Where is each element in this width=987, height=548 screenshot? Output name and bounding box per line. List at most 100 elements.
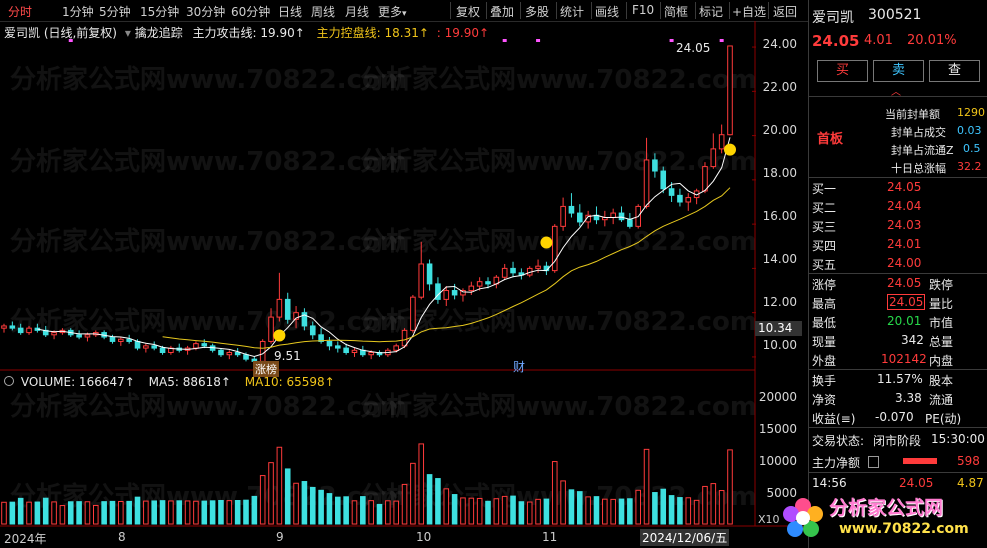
list-icon[interactable] [868,456,879,468]
volume-bar [426,474,433,525]
draw-line-button[interactable]: 画线 [595,5,620,19]
ma5-value: MA5: 88618↑ [148,375,231,389]
tab-fenshi[interactable]: 分时 [8,5,33,19]
volume-bar [17,497,24,525]
dropdown-triangle-icon[interactable]: ▾ [124,26,131,40]
date-label: 2024年 [4,532,47,546]
volume-bar [451,494,458,525]
kline-panel[interactable]: 分析家公式网www.70822.com 分析家公式网www.70822.com … [0,21,808,548]
volume-bar [627,498,633,525]
candle-body [652,159,658,172]
quote-label: 内盘 [929,354,954,368]
board-item: 当前封单额 1290 [809,104,987,123]
add-watchlist-button[interactable]: +自选 [732,5,767,19]
watermark: 分析家公式网www.70822.com [10,65,407,95]
bid-row[interactable]: 买三 24.03 [809,216,987,235]
f10-button[interactable]: F10 [632,3,655,17]
multi-stock-button[interactable]: 多股 [525,5,550,19]
sell-button[interactable]: 卖 [873,60,924,82]
quote-value: 24.05 [887,276,922,290]
settings-circle-icon[interactable] [4,376,14,386]
volume-bar [67,501,74,525]
volume-unit: X10 [758,513,780,526]
finance-marker[interactable]: 财 [513,360,526,374]
tab-1min[interactable]: 1分钟 [62,5,94,19]
watermark: 分析家公式网www.70822.com [10,227,407,257]
volume-bar [42,497,49,525]
volume-bar [560,480,566,525]
tab-daily[interactable]: 日线 [278,5,303,19]
ma20-line [162,187,731,349]
chevron-up-icon[interactable]: ︿ [891,87,901,98]
divider [809,427,987,428]
volume-bar [234,499,241,525]
tab-more[interactable]: 更多▾ [378,3,407,20]
volume-bar [393,500,400,525]
back-button[interactable]: 返回 [773,5,798,19]
logo-text: 分析家公式网 [829,497,944,519]
bid-row[interactable]: 买一 24.05 [809,178,987,197]
fuquan-button[interactable]: 复权 [456,5,481,19]
tab-60min[interactable]: 60分钟 [231,5,271,19]
tab-weekly[interactable]: 周线 [311,5,336,19]
fund-label: 净资 [812,393,837,407]
divider [695,2,696,19]
zhangbang-tag[interactable]: 涨榜 [253,361,279,377]
signal-marker [502,39,507,42]
volume-bar [685,497,692,525]
volume-bar [677,497,683,525]
candle-body [1,325,7,329]
divider [809,369,987,370]
logo-url: www.70822.com [839,521,969,537]
price-change-pct: 20.01% [907,33,957,48]
candle-body [610,212,616,218]
volume-bar [276,446,283,525]
volume-bar [343,496,349,525]
candle-body [643,159,650,207]
bid-row[interactable]: 买四 24.01 [809,235,987,254]
volume-bar [376,503,383,525]
mark-button[interactable]: 标记 [699,5,724,19]
volume-bar [76,501,82,525]
volume-bar [251,495,258,525]
tab-15min[interactable]: 15分钟 [140,5,180,19]
statistics-button[interactable]: 统计 [560,5,585,19]
volume-bar [84,501,91,525]
buy-button[interactable]: 买 [817,60,868,82]
indicator-name: 擒龙追踪 [134,26,183,40]
tab-5min[interactable]: 5分钟 [99,5,131,19]
volume-bar [385,500,391,525]
quote-label: 总量 [929,335,954,349]
status-label: 交易状态: [812,434,865,448]
candle-body [84,334,91,338]
board-item-label: 当前封单额 [885,108,940,121]
bid-label: 买一 [812,182,837,196]
candle-body [234,352,241,356]
quote-label: 现量 [812,335,837,349]
query-button[interactable]: 查 [929,60,980,82]
fundamental-row: 净资 3.38 流通 [809,389,987,408]
volume-bar [401,483,408,525]
board-item-value: 0.03 [957,124,982,137]
tab-monthly[interactable]: 月线 [345,5,370,19]
volume-bar [668,495,675,525]
divider [768,2,769,19]
candle-body [326,340,333,347]
net-flow-row[interactable]: 主力净额 598 [809,452,987,471]
net-flow-label: 主力净额 [812,456,861,470]
board-item-value: 32.2 [957,160,982,173]
price-tick: 18.00 [762,166,797,180]
candle-body [218,349,224,356]
tab-30min[interactable]: 30分钟 [186,5,226,19]
bid-row[interactable]: 买二 24.04 [809,197,987,216]
overlay-button[interactable]: 叠加 [490,5,515,19]
quote-row: 涨停 24.05 跌停 [809,274,987,293]
bid-row[interactable]: 买五 24.00 [809,254,987,273]
candle-body [568,205,575,214]
simple-frame-button[interactable]: 简框 [664,5,689,19]
ma5-line [37,137,731,358]
divider [660,2,661,19]
smiley-icon [273,329,286,342]
chevron-down-icon: ▾ [402,9,407,19]
bid-label: 买四 [812,239,837,253]
